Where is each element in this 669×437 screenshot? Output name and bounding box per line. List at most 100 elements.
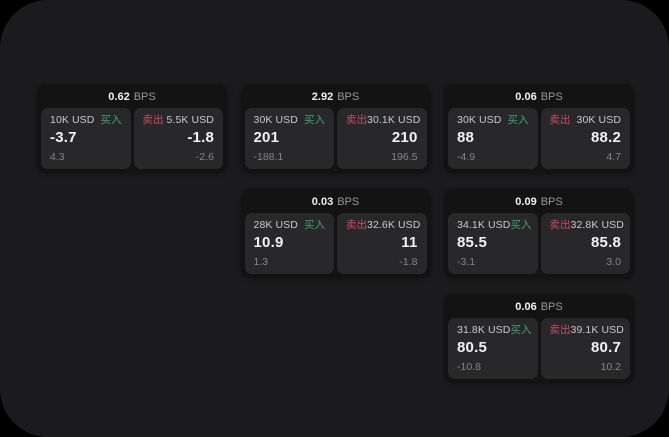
sell-quote-tile[interactable]: 卖出 5.5K USD -1.8 -2.6 xyxy=(133,108,223,169)
buy-amount: 30K USD xyxy=(457,114,502,126)
buy-amount: 34.1K USD xyxy=(457,219,511,231)
buy-label: 买入 xyxy=(507,114,529,126)
buy-label: 买入 xyxy=(304,219,325,231)
sell-change: 3.0 xyxy=(606,256,621,268)
buy-price: -3.7 xyxy=(50,129,77,146)
card-header: 0.06 BPS xyxy=(448,89,630,106)
sell-price: 88.2 xyxy=(591,129,621,146)
sell-price: 210 xyxy=(391,129,418,146)
buy-tile-header: 31.8K USD 买入 xyxy=(457,324,532,336)
sell-tile-header: 卖出 39.1K USD xyxy=(549,324,624,336)
sell-quote-tile[interactable]: 卖出 32.8K USD 85.8 3.0 xyxy=(540,213,630,274)
card-header: 0.03 BPS xyxy=(245,194,427,211)
sell-amount: 32.6K USD xyxy=(367,219,421,231)
buy-quote-tile[interactable]: 30K USD 买入 201 -188.1 xyxy=(244,108,334,169)
buy-price: 85.5 xyxy=(457,234,487,251)
buy-price: 80.5 xyxy=(457,339,487,356)
sell-price: 85.8 xyxy=(591,234,621,251)
buy-tile-header: 28K USD 买入 xyxy=(254,219,326,231)
buy-quote-tile[interactable]: 31.8K USD 买入 80.5 -10.8 xyxy=(448,318,538,379)
bps-value: 0.62 xyxy=(108,91,130,103)
sell-label: 卖出 xyxy=(549,114,571,126)
buy-price: 10.9 xyxy=(253,234,284,251)
quotes-grid: 0.62 BPS 10K USD 买入 -3.7 4.3 卖出 5.5K USD… xyxy=(37,84,634,383)
buy-price: 88 xyxy=(457,129,475,146)
sell-amount: 39.1K USD xyxy=(570,324,624,336)
buy-change: -3.1 xyxy=(457,256,476,268)
bps-value: 0.03 xyxy=(311,196,334,208)
sell-label: 卖出 xyxy=(346,219,367,231)
quote-card: 0.03 BPS 28K USD 买入 10.9 1.3 卖出 32.6K US… xyxy=(240,189,431,278)
sell-quote-tile[interactable]: 卖出 39.1K USD 80.7 10.2 xyxy=(540,318,630,379)
card-body: 10K USD 买入 -3.7 4.3 卖出 5.5K USD -1.8 -2.… xyxy=(41,108,223,169)
sell-change: -1.8 xyxy=(399,256,418,268)
buy-tile-header: 10K USD 买入 xyxy=(50,114,122,126)
sell-change: -2.6 xyxy=(195,151,214,163)
sell-amount: 32.8K USD xyxy=(570,219,624,231)
bps-unit-label: BPS xyxy=(540,196,563,208)
sell-tile-header: 卖出 32.6K USD xyxy=(346,219,421,231)
card-body: 28K USD 买入 10.9 1.3 卖出 32.6K USD 11 -1.8 xyxy=(244,213,427,274)
buy-quote-tile[interactable]: 28K USD 买入 10.9 1.3 xyxy=(244,213,334,274)
sell-amount: 30K USD xyxy=(576,114,621,126)
sell-tile-header: 卖出 32.8K USD xyxy=(550,219,624,231)
buy-amount: 30K USD xyxy=(253,114,298,126)
bps-unit-label: BPS xyxy=(540,91,563,103)
buy-price: 201 xyxy=(253,129,280,146)
buy-quote-tile[interactable]: 10K USD 买入 -3.7 4.3 xyxy=(41,108,131,169)
buy-amount: 31.8K USD xyxy=(457,324,511,336)
card-header: 2.92 BPS xyxy=(245,89,427,106)
card-body: 30K USD 买入 201 -188.1 卖出 30.1K USD 210 1… xyxy=(244,108,427,169)
buy-tile-header: 34.1K USD 买入 xyxy=(457,219,532,231)
buy-amount: 28K USD xyxy=(253,219,298,231)
buy-change: 4.3 xyxy=(50,151,65,163)
sell-quote-tile[interactable]: 卖出 32.6K USD 11 -1.8 xyxy=(337,213,427,274)
buy-quote-tile[interactable]: 34.1K USD 买入 85.5 -3.1 xyxy=(448,213,538,274)
sell-quote-tile[interactable]: 卖出 30.1K USD 210 196.5 xyxy=(337,108,427,169)
bps-value: 0.09 xyxy=(515,196,537,208)
buy-label: 买入 xyxy=(304,114,325,126)
sell-price: 80.7 xyxy=(591,339,621,356)
bps-unit-label: BPS xyxy=(540,301,563,313)
buy-change: -10.8 xyxy=(457,361,481,373)
sell-tile-header: 卖出 5.5K USD xyxy=(143,114,215,126)
sell-change: 10.2 xyxy=(600,361,621,373)
buy-quote-tile[interactable]: 30K USD 买入 88 -4.9 xyxy=(448,108,538,169)
sell-amount: 5.5K USD xyxy=(166,114,214,126)
card-header: 0.62 BPS xyxy=(41,89,223,106)
bps-value: 2.92 xyxy=(311,91,334,103)
bps-value: 0.06 xyxy=(515,91,537,103)
sell-price: 11 xyxy=(401,234,418,251)
buy-change: 1.3 xyxy=(253,256,269,268)
sell-label: 卖出 xyxy=(346,114,367,126)
quote-card: 2.92 BPS 30K USD 买入 201 -188.1 卖出 30.1K … xyxy=(240,84,431,173)
card-body: 31.8K USD 买入 80.5 -10.8 卖出 39.1K USD 80.… xyxy=(448,318,630,379)
quote-card: 0.09 BPS 34.1K USD 买入 85.5 -3.1 卖出 32.8K… xyxy=(444,189,634,278)
sell-price: -1.8 xyxy=(187,129,214,146)
buy-label: 买入 xyxy=(510,219,532,231)
bps-unit-label: BPS xyxy=(133,91,156,103)
sell-change: 4.7 xyxy=(606,151,621,163)
bps-value: 0.06 xyxy=(515,301,537,313)
buy-tile-header: 30K USD 买入 xyxy=(254,114,326,126)
card-body: 34.1K USD 买入 85.5 -3.1 卖出 32.8K USD 85.8… xyxy=(448,213,630,274)
buy-tile-header: 30K USD 买入 xyxy=(457,114,529,126)
card-header: 0.09 BPS xyxy=(448,194,630,211)
buy-change: -4.9 xyxy=(457,151,476,163)
sell-amount: 30.1K USD xyxy=(367,114,421,126)
buy-label: 买入 xyxy=(510,324,532,336)
quote-card: 0.06 BPS 30K USD 买入 88 -4.9 卖出 30K USD 8… xyxy=(444,84,634,173)
sell-label: 卖出 xyxy=(549,324,571,336)
sell-change: 196.5 xyxy=(391,151,418,163)
quote-card: 0.06 BPS 31.8K USD 买入 80.5 -10.8 卖出 39.1… xyxy=(444,294,634,383)
sell-quote-tile[interactable]: 卖出 30K USD 88.2 4.7 xyxy=(540,108,630,169)
sell-label: 卖出 xyxy=(142,114,164,126)
bps-unit-label: BPS xyxy=(337,91,360,103)
buy-label: 买入 xyxy=(100,114,122,126)
quote-card: 0.62 BPS 10K USD 买入 -3.7 4.3 卖出 5.5K USD… xyxy=(37,84,227,173)
sell-tile-header: 卖出 30.1K USD xyxy=(346,114,421,126)
sell-tile-header: 卖出 30K USD xyxy=(550,114,622,126)
buy-amount: 10K USD xyxy=(50,114,95,126)
card-header: 0.06 BPS xyxy=(448,299,630,316)
